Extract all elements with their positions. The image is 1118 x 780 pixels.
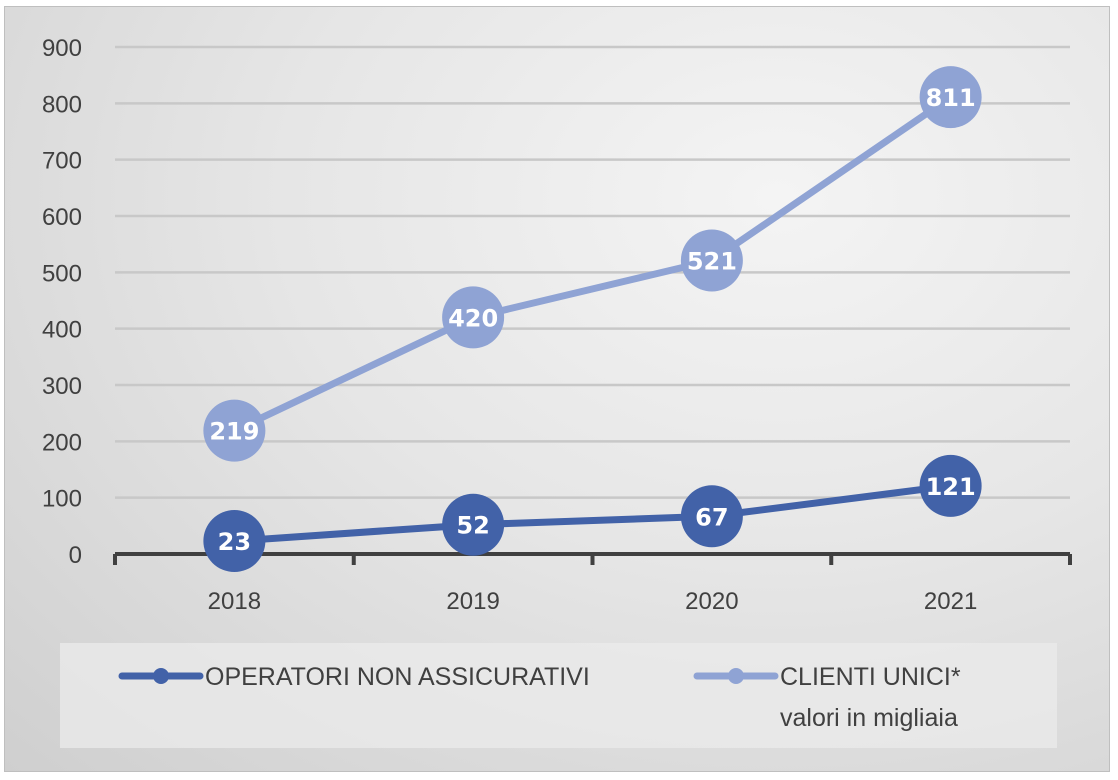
x-tick-label: 2019 — [446, 588, 499, 615]
series-group: 23 52 67 121 219 420 521 811 — [203, 66, 982, 573]
data-label: 23 — [218, 528, 251, 556]
legend: OPERATORI NON ASSICURATIVI CLIENTI UNICI… — [118, 663, 961, 732]
x-tick-label: 2020 — [685, 588, 738, 615]
y-tick-label: 700 — [42, 148, 82, 175]
series-line — [234, 482, 952, 545]
data-label: 121 — [926, 473, 976, 501]
data-label: 420 — [448, 304, 498, 332]
units-annotation: valori in migliaia — [780, 704, 958, 732]
y-tick-label: 0 — [69, 542, 82, 569]
legend-label-operatori: OPERATORI NON ASSICURATIVI — [205, 663, 590, 691]
y-tick-label: 600 — [42, 204, 82, 231]
series-line — [232, 94, 953, 434]
legend-label-clienti: CLIENTI UNICI* — [780, 663, 961, 691]
y-tick-label: 300 — [42, 373, 82, 400]
y-tick-label: 200 — [42, 429, 82, 456]
y-tick-label: 900 — [42, 35, 82, 62]
data-point — [680, 229, 743, 292]
data-point — [442, 493, 505, 556]
data-label: 52 — [456, 512, 489, 540]
data-point — [442, 286, 505, 349]
data-label: 811 — [926, 84, 976, 112]
data-label: 219 — [209, 418, 259, 446]
data-point — [203, 399, 266, 462]
series-clienti: 219 420 521 811 — [203, 66, 982, 462]
y-axis: 0 100 200 300 400 500 600 700 800 900 — [42, 35, 82, 569]
data-point — [203, 510, 266, 573]
data-point — [919, 454, 982, 517]
x-axis: 2018 2019 2020 2021 — [113, 552, 1072, 615]
data-point — [919, 66, 982, 129]
y-tick-label: 400 — [42, 317, 82, 344]
legend-marker-clienti — [728, 668, 744, 684]
x-tick-label: 2021 — [924, 588, 977, 615]
y-tick-label: 800 — [42, 91, 82, 118]
series-operatori: 23 52 67 121 — [203, 454, 982, 573]
data-point — [680, 485, 743, 548]
legend-marker-operatori — [153, 668, 169, 684]
legend-box — [60, 643, 1057, 748]
data-label: 67 — [695, 503, 728, 531]
y-tick-label: 100 — [42, 486, 82, 513]
gridlines — [115, 45, 1070, 499]
data-label: 521 — [687, 248, 737, 276]
y-tick-label: 500 — [42, 260, 82, 287]
x-tick-label: 2018 — [208, 588, 261, 615]
